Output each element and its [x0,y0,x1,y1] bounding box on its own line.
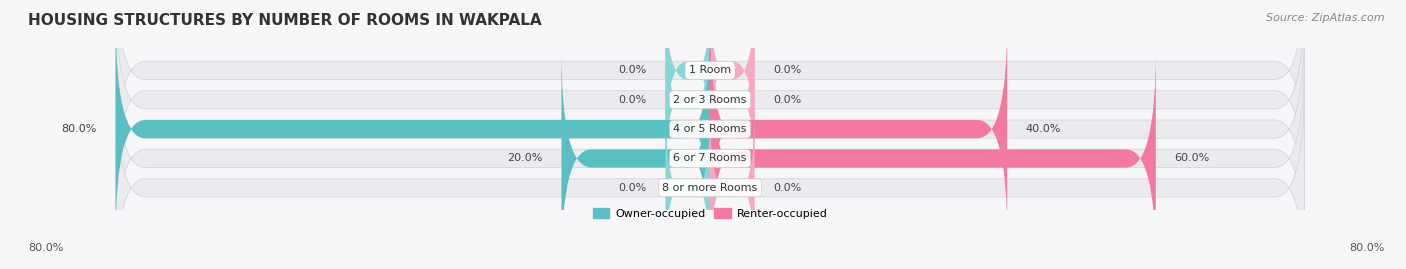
Text: 8 or more Rooms: 8 or more Rooms [662,183,758,193]
FancyBboxPatch shape [115,21,710,238]
FancyBboxPatch shape [115,80,1305,269]
Text: 4 or 5 Rooms: 4 or 5 Rooms [673,124,747,134]
Text: 20.0%: 20.0% [508,154,543,164]
Text: 0.0%: 0.0% [773,183,801,193]
Text: 80.0%: 80.0% [28,243,63,253]
FancyBboxPatch shape [115,50,1305,267]
Text: 0.0%: 0.0% [619,183,647,193]
FancyBboxPatch shape [115,0,1305,179]
Text: 2 or 3 Rooms: 2 or 3 Rooms [673,95,747,105]
FancyBboxPatch shape [665,0,710,149]
Text: 80.0%: 80.0% [62,124,97,134]
FancyBboxPatch shape [665,21,710,179]
Text: 0.0%: 0.0% [773,65,801,75]
FancyBboxPatch shape [115,21,1305,238]
Text: Source: ZipAtlas.com: Source: ZipAtlas.com [1267,13,1385,23]
FancyBboxPatch shape [710,50,1156,267]
FancyBboxPatch shape [561,50,710,267]
Text: 40.0%: 40.0% [1026,124,1062,134]
FancyBboxPatch shape [710,0,755,149]
Text: 0.0%: 0.0% [619,95,647,105]
Text: 80.0%: 80.0% [1350,243,1385,253]
Text: HOUSING STRUCTURES BY NUMBER OF ROOMS IN WAKPALA: HOUSING STRUCTURES BY NUMBER OF ROOMS IN… [28,13,541,29]
Text: 6 or 7 Rooms: 6 or 7 Rooms [673,154,747,164]
FancyBboxPatch shape [115,0,1305,208]
FancyBboxPatch shape [710,21,1007,238]
FancyBboxPatch shape [710,109,755,267]
Text: 0.0%: 0.0% [773,95,801,105]
Text: 60.0%: 60.0% [1174,154,1209,164]
FancyBboxPatch shape [710,21,755,179]
Text: 0.0%: 0.0% [619,65,647,75]
Text: 1 Room: 1 Room [689,65,731,75]
Legend: Owner-occupied, Renter-occupied: Owner-occupied, Renter-occupied [588,204,832,224]
FancyBboxPatch shape [665,109,710,267]
